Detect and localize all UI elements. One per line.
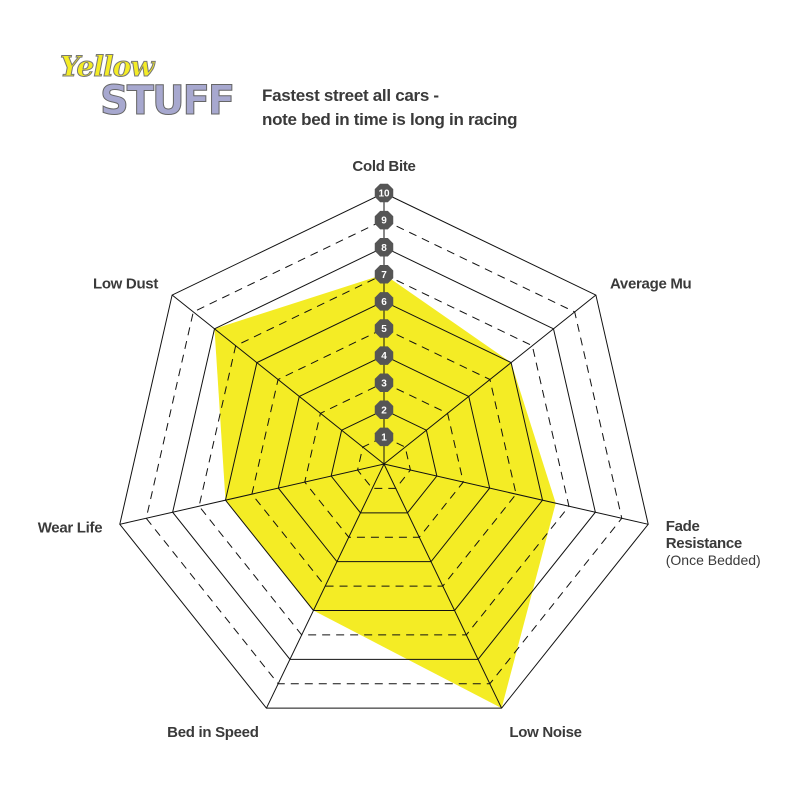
title-line: note bed in time is long in racing: [262, 110, 518, 129]
grid-ring: [251, 327, 517, 587]
grid-ring: [224, 300, 544, 611]
tick-badge: [374, 237, 394, 257]
axis-spoke: [265, 463, 385, 709]
tick-badge: [374, 427, 394, 447]
tick-label: 9: [381, 216, 387, 227]
tick-badge: [374, 210, 394, 230]
tick-badge: [374, 373, 394, 392]
grid-ring: [172, 246, 596, 660]
axis-label: Wear Life: [37, 519, 103, 537]
tick-label: 10: [378, 189, 390, 200]
axis-spoke: [119, 463, 385, 525]
axis-label: Bed in Speed: [167, 724, 259, 742]
tick-badge: [374, 292, 394, 311]
logo-stuff: STUFF: [99, 78, 235, 125]
tick-badge: [374, 346, 394, 365]
axis-sublabel: (Once Bedded): [665, 552, 761, 569]
tick-label: 6: [381, 297, 387, 308]
axis-spoke: [383, 463, 649, 525]
tick-label: 4: [381, 351, 387, 362]
tick-label: 3: [381, 378, 387, 389]
title-line: Fastest street all cars -: [262, 86, 439, 105]
axis-spoke: [171, 294, 385, 465]
axis-label: Low Dust: [92, 275, 159, 293]
axis-label: Average Mu: [609, 275, 692, 293]
axis-label: Low Noise: [509, 724, 582, 742]
grid-ring: [330, 409, 438, 514]
tick-label: 2: [381, 405, 387, 416]
tick-label: 8: [381, 243, 387, 254]
tick-badge: [374, 400, 394, 420]
tick-label: 1: [381, 433, 387, 444]
axis-label: Cold Bite: [352, 158, 416, 175]
tick-badge: [374, 183, 394, 203]
grid-ring: [277, 355, 491, 563]
tick-badge: [374, 265, 394, 284]
axis-label: Fade Resistance: [665, 518, 743, 553]
tick-badge: [374, 319, 394, 338]
data-area: [214, 274, 556, 709]
grid-ring: [198, 273, 570, 636]
grid-ring: [145, 219, 623, 685]
axis-spoke: [383, 463, 503, 709]
grid-ring: [304, 382, 464, 538]
logo-yellow: Yellow: [59, 50, 154, 84]
axis-spoke: [383, 294, 597, 465]
tick-label: 5: [381, 324, 387, 335]
tick-label: 7: [381, 270, 387, 281]
grid-ring: [119, 192, 649, 709]
